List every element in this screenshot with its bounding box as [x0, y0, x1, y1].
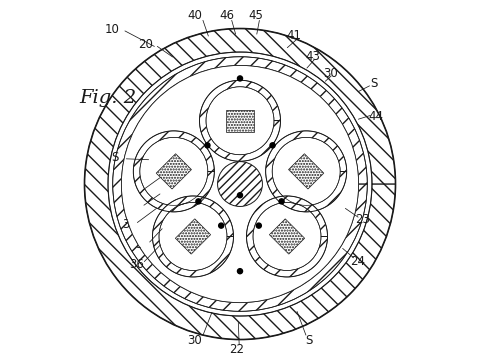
Circle shape: [265, 131, 347, 212]
Circle shape: [247, 196, 327, 277]
Circle shape: [217, 162, 263, 207]
Polygon shape: [200, 80, 280, 161]
Text: 22: 22: [229, 343, 244, 356]
Text: 21: 21: [130, 184, 144, 197]
Polygon shape: [113, 57, 367, 311]
Circle shape: [133, 131, 215, 212]
Text: 23: 23: [356, 213, 371, 226]
Text: 40: 40: [187, 9, 202, 22]
Circle shape: [84, 29, 396, 339]
Circle shape: [153, 196, 233, 277]
Text: 10: 10: [104, 23, 119, 36]
Text: 41: 41: [287, 29, 302, 41]
Polygon shape: [247, 196, 327, 277]
Polygon shape: [226, 110, 254, 132]
Circle shape: [200, 80, 280, 161]
Text: Fig. 2: Fig. 2: [79, 89, 136, 107]
Circle shape: [122, 66, 358, 302]
Circle shape: [238, 269, 242, 274]
Text: 24: 24: [350, 254, 365, 268]
Text: S: S: [111, 151, 119, 164]
Circle shape: [238, 76, 242, 81]
Polygon shape: [156, 154, 192, 189]
Text: 46: 46: [220, 9, 235, 22]
Text: 43: 43: [305, 50, 320, 63]
Text: 45: 45: [249, 9, 264, 22]
Text: 30: 30: [323, 66, 338, 79]
Circle shape: [279, 199, 284, 204]
Polygon shape: [133, 131, 215, 212]
Circle shape: [238, 193, 242, 198]
Text: S: S: [305, 334, 312, 347]
Circle shape: [196, 199, 201, 204]
Polygon shape: [265, 131, 347, 212]
Text: 20: 20: [139, 38, 154, 50]
Text: 30: 30: [187, 334, 202, 347]
Circle shape: [121, 65, 359, 303]
Polygon shape: [269, 219, 305, 254]
Polygon shape: [175, 219, 211, 254]
Polygon shape: [84, 29, 396, 339]
Text: 31: 31: [130, 200, 144, 213]
Text: 44: 44: [368, 110, 383, 123]
Text: 34: 34: [135, 238, 150, 251]
Text: 30: 30: [122, 219, 137, 231]
Polygon shape: [153, 196, 233, 277]
Circle shape: [219, 223, 224, 228]
Circle shape: [256, 223, 261, 228]
Text: 36: 36: [130, 258, 144, 271]
Polygon shape: [288, 154, 324, 189]
Circle shape: [205, 143, 210, 148]
Text: S: S: [370, 77, 377, 90]
Circle shape: [270, 143, 275, 148]
